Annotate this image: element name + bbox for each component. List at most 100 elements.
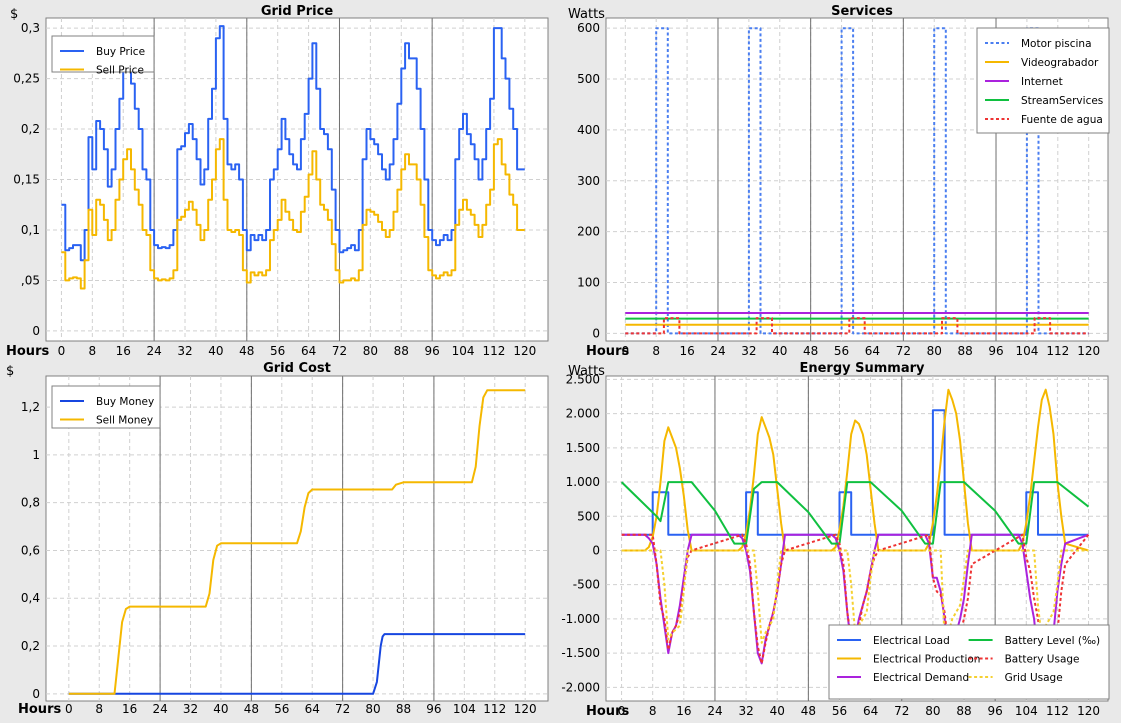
x-tick-label: 104: [452, 344, 475, 358]
x-tick-label: 80: [927, 344, 942, 358]
y-tick-label: 1: [32, 448, 40, 462]
x-tick-label: 56: [832, 704, 847, 718]
legend: Buy Money Sell Money: [51, 385, 161, 429]
legend: Electrical Load Electrical Production Elec…: [828, 624, 1110, 700]
y-tick-label: 0,8: [21, 496, 40, 510]
x-tick-label: 120: [1077, 344, 1100, 358]
x-tick-label: 56: [274, 702, 289, 716]
x-tick-label: 40: [208, 344, 223, 358]
y-tick-label: -1.000: [561, 612, 600, 626]
x-tick-label: 32: [741, 344, 756, 358]
y-tick-label: 200: [577, 225, 600, 239]
legend-label-battery-level: Battery Level (‰): [1005, 635, 1101, 647]
x-tick-label: 48: [239, 344, 254, 358]
x-tick-label: 72: [896, 344, 911, 358]
legend-label-buy-price: Buy Price: [96, 46, 145, 58]
x-tick-label: 24: [146, 344, 161, 358]
legend-label-electrical-production: Electrical Production: [873, 654, 980, 666]
chart-title: Services: [831, 4, 893, 19]
x-tick-label: 88: [396, 702, 411, 716]
y-axis-label: Watts: [568, 364, 605, 379]
x-tick-label: 48: [801, 704, 816, 718]
chart-title: Energy Summary: [799, 361, 925, 376]
legend-label-motor-piscina: Motor piscina: [1021, 38, 1092, 50]
y-tick-label: 0,3: [21, 21, 40, 35]
y-axis-label: $: [10, 7, 18, 22]
x-tick-label: 24: [152, 702, 167, 716]
y-tick-label: 2.500: [566, 372, 600, 386]
legend-label-sell-money: Sell Money: [96, 415, 153, 427]
y-tick-label: -500: [573, 578, 600, 592]
legend-label-videograbador: Videograbador: [1021, 57, 1099, 69]
x-tick-label: 104: [1015, 704, 1038, 718]
x-tick-label: 104: [453, 702, 476, 716]
x-tick-label: 0: [65, 702, 73, 716]
series-line-sell-price: [61, 138, 525, 290]
x-tick-label: 32: [738, 704, 753, 718]
y-tick-label: 100: [577, 276, 600, 290]
x-tick-label: 8: [95, 702, 103, 716]
legend: Buy Price Sell Price: [51, 35, 155, 77]
legend-label-fuente-de-agua: Fuente de agua: [1021, 114, 1103, 126]
y-tick-label: 500: [577, 509, 600, 523]
legend-label-sell-price: Sell Price: [96, 65, 144, 77]
legend-label-internet: Internet: [1021, 76, 1063, 88]
y-tick-label: 0: [32, 324, 40, 338]
x-tick-label: 24: [707, 704, 722, 718]
legend-label-battery-usage: Battery Usage: [1005, 654, 1080, 666]
services-panel: 0 100 200 300 400 500 600 0 8 16 24 32 40 48 56 64 72 80 8…: [560, 0, 1121, 362]
y-tick-label: ,05: [21, 273, 40, 287]
y-axis-label: $: [6, 364, 14, 379]
series-line-electrical-production: [621, 388, 1089, 552]
y-tick-label: 0: [592, 543, 600, 557]
series-line-buy-price: [61, 25, 525, 262]
x-tick-label: 32: [177, 344, 192, 358]
grid-price-panel: 0 ,05 0,1 0,15 0,2 0,25 0,3 0 8 16 24 32 40 48 56 64 72 8…: [0, 0, 560, 362]
x-tick-label: 72: [332, 344, 347, 358]
x-tick-label: 96: [988, 344, 1003, 358]
x-tick-label: 8: [649, 704, 657, 718]
x-tick-label: 40: [213, 702, 228, 716]
energy-summary-panel: -2.000 -1.500 -1.000 -500 0 500 1.000 1.500 2.00…: [560, 361, 1121, 723]
y-tick-label: 1.500: [566, 441, 600, 455]
x-tick-label: 112: [482, 344, 505, 358]
y-tick-label: 400: [577, 123, 600, 137]
x-tick-label: 80: [363, 344, 378, 358]
x-tick-label: 8: [652, 344, 660, 358]
x-tick-label: 96: [426, 702, 441, 716]
x-tick-label: 64: [305, 702, 320, 716]
x-tick-label: 72: [894, 704, 909, 718]
series-line-fuente-de-agua: [625, 317, 1089, 335]
y-tick-label: 1.000: [566, 475, 600, 489]
grid-cost-chart: 0 0,2 0,4 0,6 0,8 1 1,2 0 8 16 24 32 40 48 56 64 72 80 88 9…: [6, 361, 549, 717]
x-tick-label: 48: [803, 344, 818, 358]
x-tick-label: 88: [394, 344, 409, 358]
y-axis-label: Watts: [568, 7, 605, 22]
y-tick-label: 0,25: [13, 72, 40, 86]
x-tick-label: 120: [514, 702, 537, 716]
x-tick-label: 120: [1077, 704, 1100, 718]
series-line-battery-level: [620, 481, 1090, 545]
x-tick-label: 0: [618, 704, 626, 718]
legend-label-electrical-demand: Electrical Demand: [873, 672, 969, 684]
legend-label-buy-money: Buy Money: [96, 396, 154, 408]
y-tick-label: 0,6: [21, 543, 40, 557]
x-tick-label: 0: [621, 344, 629, 358]
x-tick-label: 56: [834, 344, 849, 358]
x-tick-label: 88: [957, 344, 972, 358]
x-tick-label: 88: [956, 704, 971, 718]
x-tick-label: 96: [425, 344, 440, 358]
y-tick-label: 500: [577, 72, 600, 86]
series-line-sell-money: [68, 389, 526, 695]
x-tick-label: 96: [988, 704, 1003, 718]
y-tick-label: 1,2: [21, 400, 40, 414]
legend-label-electrical-load: Electrical Load: [873, 635, 950, 647]
x-tick-label: 40: [770, 704, 785, 718]
y-tick-label: 0: [592, 326, 600, 340]
y-tick-label: 0,2: [21, 122, 40, 136]
energy-summary-chart: -2.000 -1.500 -1.000 -500 0 500 1.000 1.500 2.00…: [561, 361, 1110, 719]
y-tick-label: 0,1: [21, 223, 40, 237]
chart-title: Grid Cost: [263, 361, 331, 376]
legend-label-streamservices: StreamServices: [1021, 95, 1103, 107]
series-line-buy-money: [68, 633, 526, 695]
